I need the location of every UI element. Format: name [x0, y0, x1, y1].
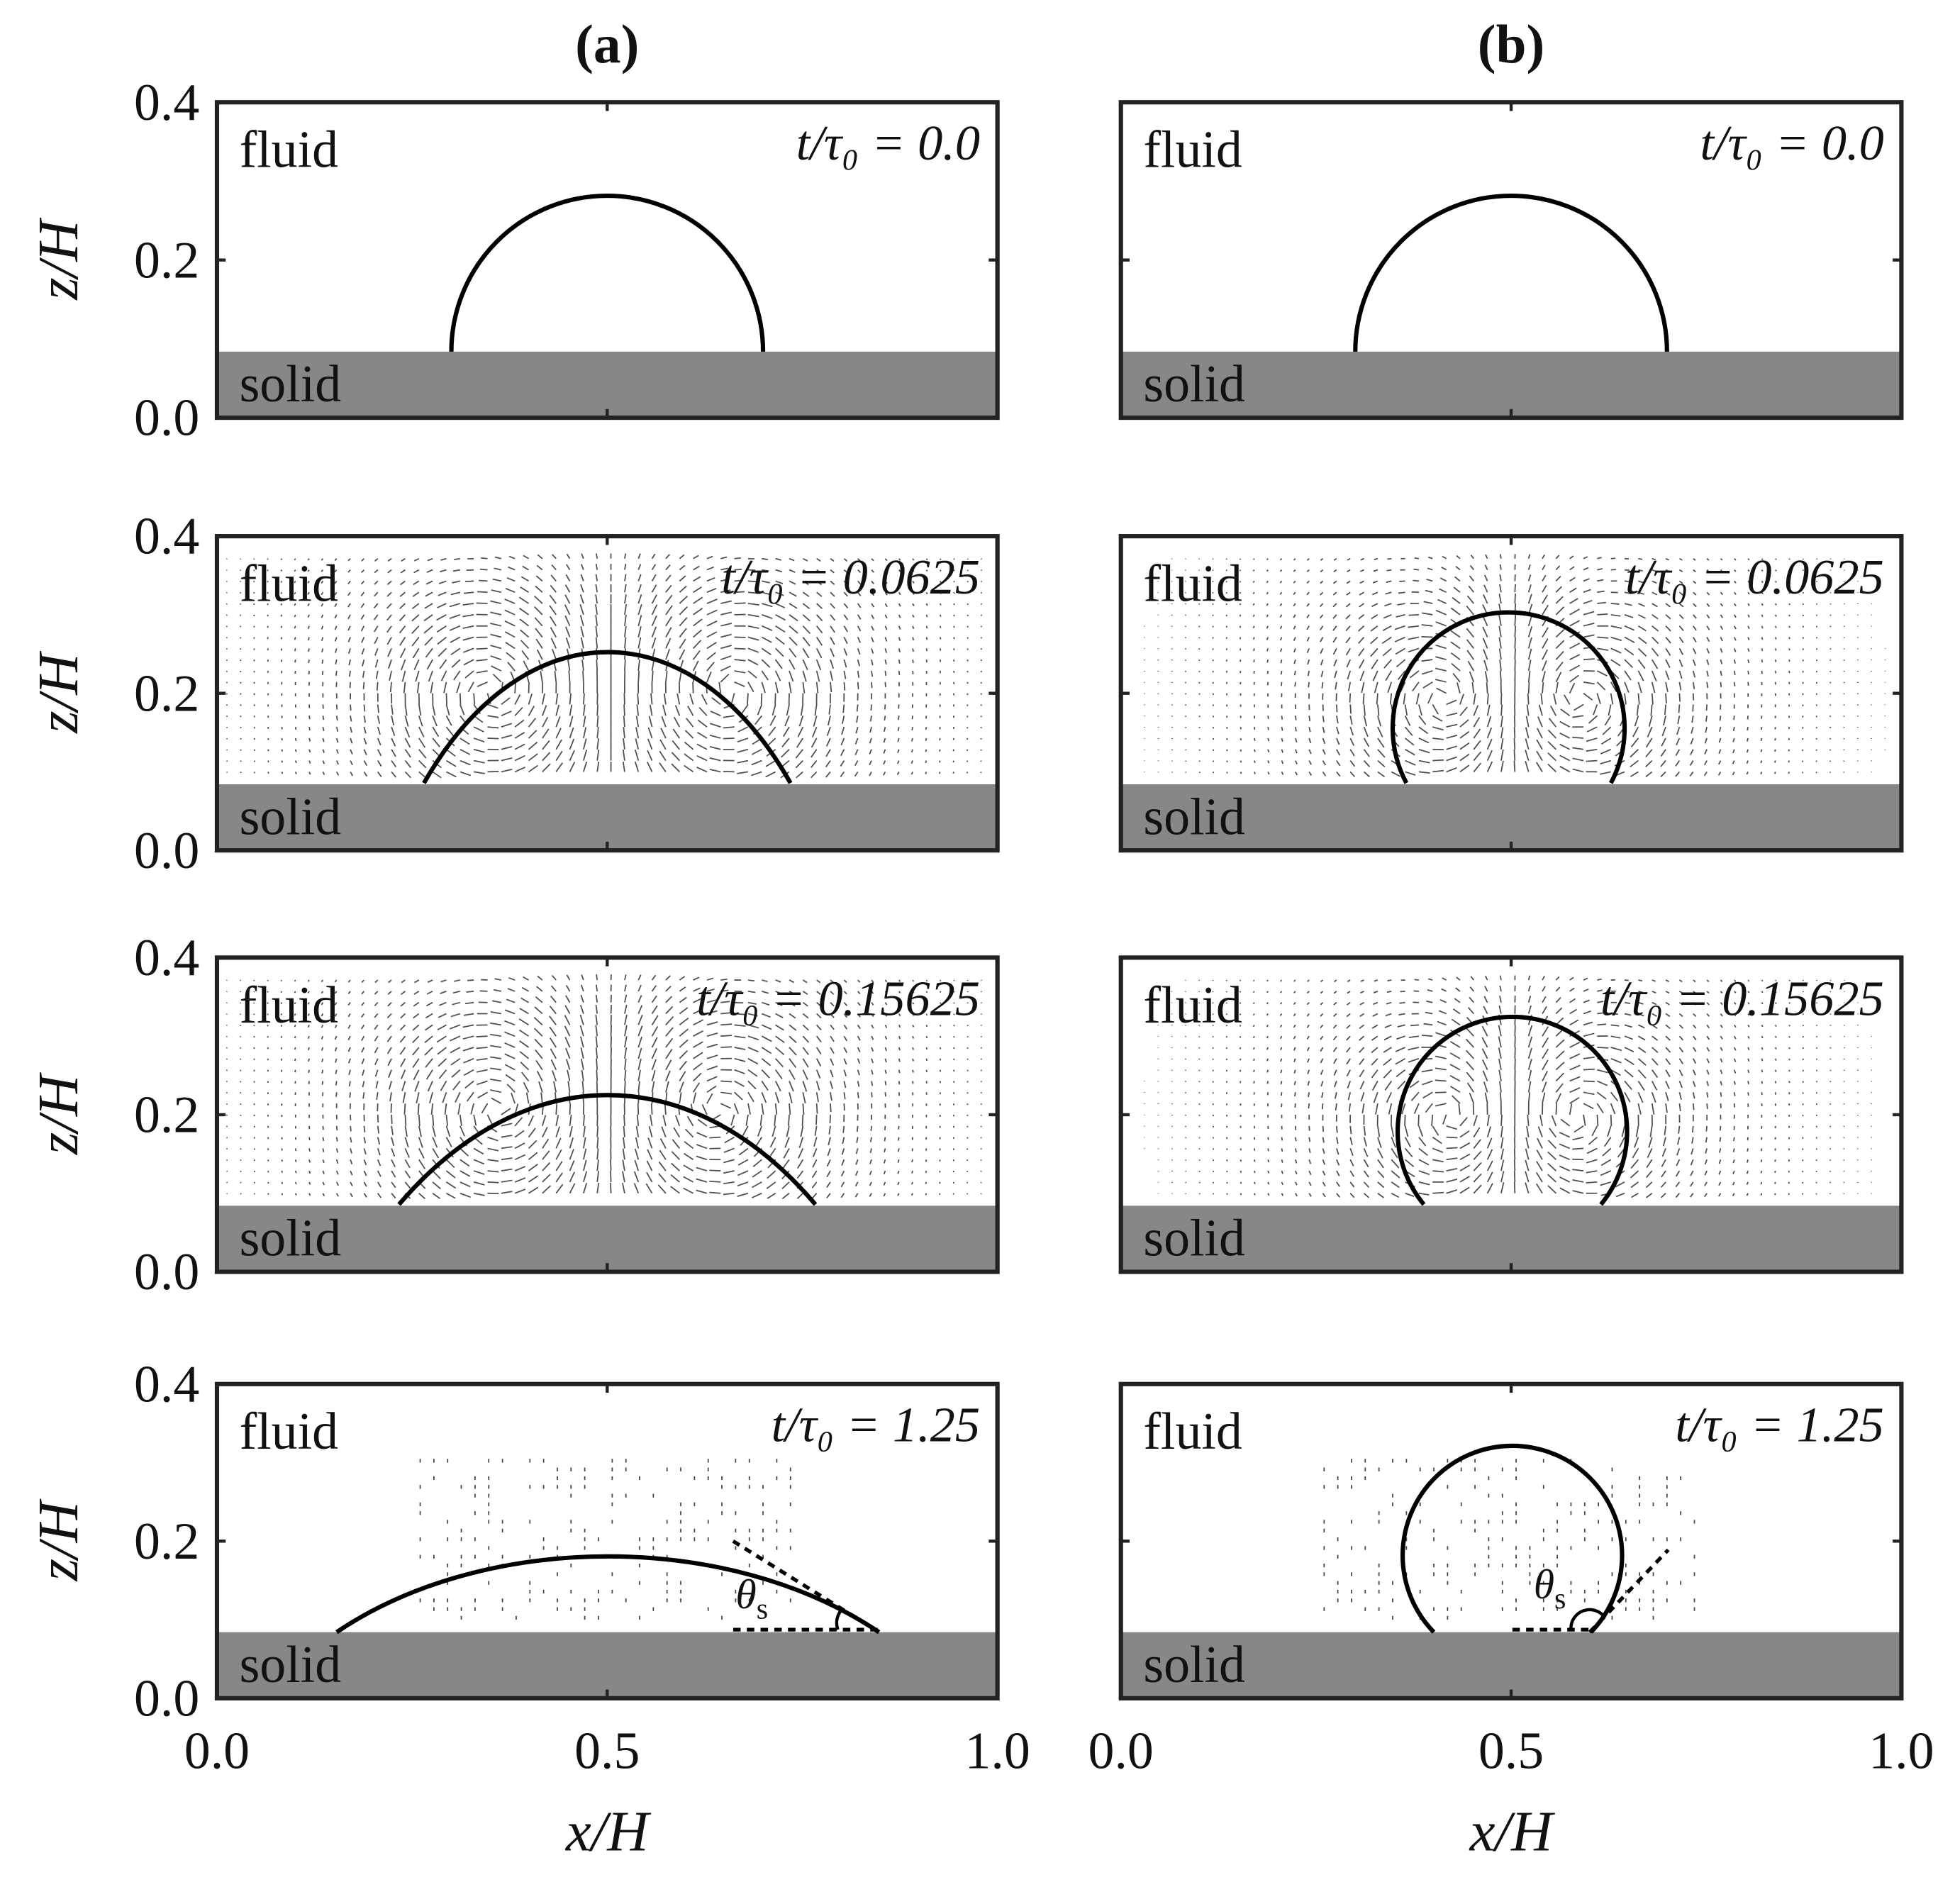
x-tick-label: 0.0	[184, 1721, 250, 1779]
solid-label: solid	[1143, 1635, 1245, 1693]
fluid-label: fluid	[1143, 1402, 1242, 1460]
y-axis-label: z/H	[27, 217, 90, 301]
y-tick-label: 0.4	[134, 1354, 199, 1413]
y-tick-label: 0.0	[134, 1242, 199, 1301]
velocity-field	[1324, 1459, 1694, 1620]
interface	[1355, 196, 1667, 352]
x-tick-label: 0.0	[1088, 1721, 1154, 1779]
solid-label: solid	[240, 1209, 342, 1267]
y-tick-label: 0.2	[134, 1512, 199, 1570]
x-tick-label: 1.0	[1868, 1721, 1934, 1779]
fluid-label: fluid	[240, 121, 339, 179]
angle-symbol: θ	[735, 1571, 756, 1618]
fluid-label: fluid	[1143, 555, 1242, 613]
angle-symbol: θ	[1534, 1561, 1554, 1608]
x-axis-label: x/H	[1469, 1800, 1556, 1863]
time-label: t/τ₀ = 0.15625	[1600, 971, 1884, 1026]
fluid-label: fluid	[240, 555, 339, 613]
column-label: (b)	[1478, 13, 1545, 74]
time-label: t/τ₀ = 1.25	[772, 1398, 980, 1453]
interface	[337, 1557, 879, 1632]
time-label: t/τ₀ = 0.0625	[1625, 550, 1884, 605]
solid-label: solid	[240, 787, 342, 845]
y-tick-label: 0.0	[134, 389, 199, 447]
y-tick-label: 0.0	[134, 1669, 199, 1727]
fluid-label: fluid	[1143, 976, 1242, 1034]
angle-arc	[837, 1608, 843, 1630]
time-label: t/τ₀ = 0.0	[796, 116, 980, 171]
x-tick-label: 0.5	[1478, 1721, 1544, 1779]
solid-label: solid	[1143, 355, 1245, 413]
interface	[1403, 1446, 1622, 1632]
x-tick-label: 0.5	[574, 1721, 640, 1779]
y-tick-label: 0.4	[134, 507, 199, 565]
solid-label: solid	[1143, 787, 1245, 845]
y-tick-label: 0.2	[134, 664, 199, 722]
fluid-label: fluid	[1143, 121, 1242, 179]
column-label: (a)	[575, 13, 639, 74]
interface	[452, 196, 764, 352]
y-axis-label: z/H	[27, 1498, 90, 1582]
y-axis-label: z/H	[27, 1071, 90, 1155]
x-axis-label: x/H	[565, 1800, 652, 1863]
time-label: t/τ₀ = 0.15625	[696, 971, 980, 1026]
x-tick-label: 1.0	[964, 1721, 1030, 1779]
solid-label: solid	[1143, 1209, 1245, 1267]
angle-subscript: s	[1554, 1582, 1566, 1615]
y-tick-label: 0.4	[134, 928, 199, 986]
solid-label: solid	[240, 355, 342, 413]
y-tick-label: 0.0	[134, 821, 199, 879]
y-tick-label: 0.2	[134, 1086, 199, 1144]
angle-label: θs	[1534, 1561, 1566, 1615]
tangent-line	[1590, 1550, 1669, 1632]
y-axis-label: z/H	[27, 650, 90, 734]
figure: (a) (b) fluid solid t/τ₀ = 0.0 0.0 0.2 0.4 z/H…	[0, 0, 1955, 1904]
y-tick-label: 0.2	[134, 230, 199, 289]
time-label: t/τ₀ = 0.0	[1700, 116, 1884, 171]
time-label: t/τ₀ = 1.25	[1675, 1398, 1883, 1453]
solid-label: solid	[240, 1635, 342, 1693]
fluid-label: fluid	[240, 1402, 339, 1460]
angle-subscript: s	[757, 1592, 768, 1625]
fluid-label: fluid	[240, 976, 339, 1034]
time-label: t/τ₀ = 0.0625	[721, 550, 980, 605]
y-tick-label: 0.4	[134, 73, 199, 131]
